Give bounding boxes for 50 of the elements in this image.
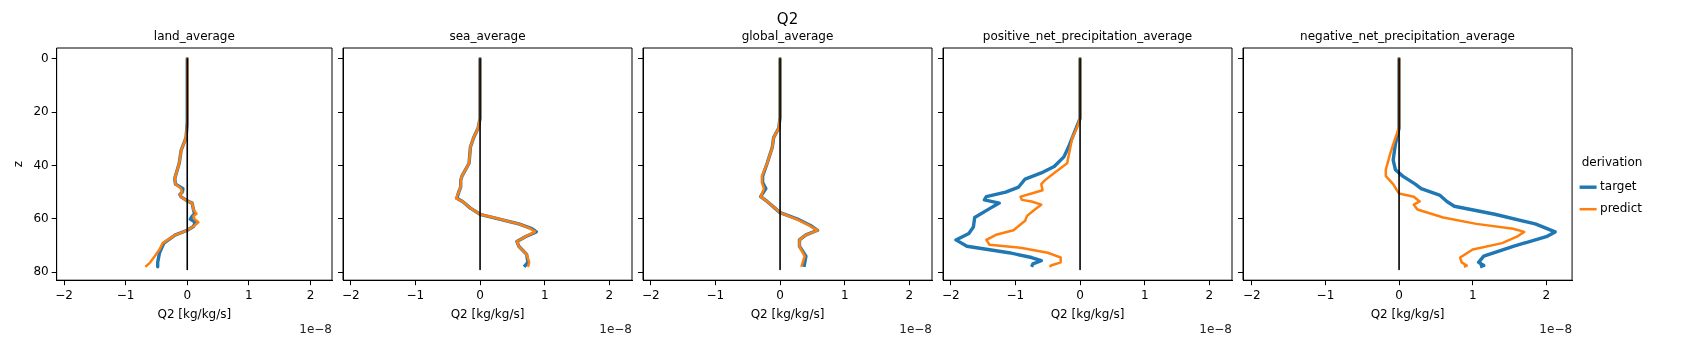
text: 1e−8 xyxy=(1199,322,1232,337)
x-tick-label: 1 xyxy=(840,287,849,302)
chart-title: positive_net_precipitation_average xyxy=(982,29,1193,44)
x-tick-label: 2 xyxy=(905,287,914,302)
x-tick-label: −2 xyxy=(55,287,73,302)
x-tick-label: 2 xyxy=(605,287,614,302)
x-tick-label: −2 xyxy=(941,287,960,302)
x-tick-label: 2 xyxy=(1542,287,1551,302)
x-axis-title: Q2 [kg/kg/s] xyxy=(1370,306,1445,321)
x-tick-label: −1 xyxy=(706,287,725,302)
text: 1e−8 xyxy=(899,322,932,337)
legend-title: derivation xyxy=(1581,154,1643,169)
x-tick-label: 2 xyxy=(306,287,315,302)
chart-title: land_average xyxy=(153,29,235,44)
x-axis-title: Q2 [kg/kg/s] xyxy=(750,306,825,321)
x-tick-label: −1 xyxy=(116,287,135,302)
text: 1e−8 xyxy=(299,322,332,337)
x-tick-label: 0 xyxy=(1076,287,1084,302)
x-axis-title: Q2 [kg/kg/s] xyxy=(450,306,525,321)
x-tick-label: 0 xyxy=(1395,287,1403,302)
text: 1e−8 xyxy=(599,322,632,337)
legend-label: target xyxy=(1600,179,1637,194)
x-tick-label: −1 xyxy=(1316,287,1335,302)
y-tick-label: 40 xyxy=(33,157,49,172)
chart-title: Q2 xyxy=(776,10,799,29)
x-tick-label: 1 xyxy=(1468,287,1477,302)
x-tick-label: −1 xyxy=(406,287,425,302)
x-tick-label: 0 xyxy=(476,287,484,302)
y-tick-label: 20 xyxy=(33,104,49,119)
chart-title: sea_average xyxy=(449,29,526,44)
y-tick-label: 60 xyxy=(33,210,49,225)
x-axis-title: Q2 [kg/kg/s] xyxy=(157,306,232,321)
y-tick-label: 0 xyxy=(41,50,49,65)
chart-title: negative_net_precipitation_average xyxy=(1300,29,1515,44)
x-tick-label: 1 xyxy=(540,287,549,302)
x-tick-label: 2 xyxy=(1205,287,1214,302)
x-tick-label: −1 xyxy=(1006,287,1025,302)
x-tick-label: 0 xyxy=(776,287,784,302)
x-tick-label: 0 xyxy=(183,287,192,302)
x-tick-label: −2 xyxy=(341,287,360,302)
legend-label: predict xyxy=(1600,201,1643,216)
x-tick-label: −2 xyxy=(1242,287,1261,302)
chart-subtitle: global_average xyxy=(741,29,834,44)
x-tick-label: −2 xyxy=(641,287,660,302)
x-tick-label: 1 xyxy=(245,287,253,302)
y-axis-title: z xyxy=(11,160,26,168)
x-axis-title: Q2 [kg/kg/s] xyxy=(1050,306,1125,321)
x-tick-label: 1 xyxy=(1140,287,1149,302)
y-tick-label: 80 xyxy=(33,264,49,279)
text: 1e−8 xyxy=(1539,322,1573,337)
